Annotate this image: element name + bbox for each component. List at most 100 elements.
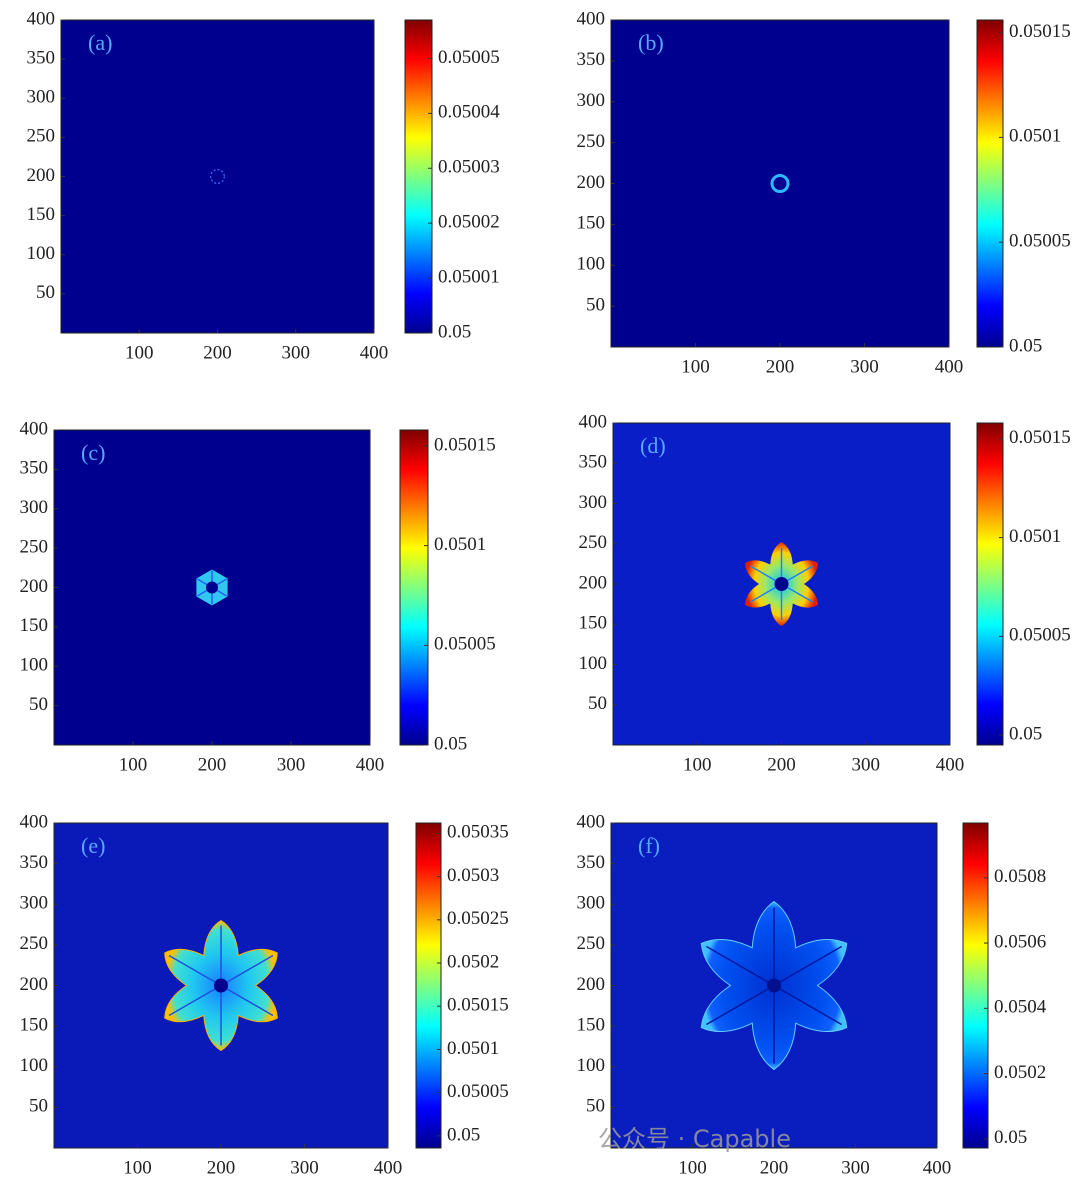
colorbar-tick-label: 0.05002 <box>438 212 500 233</box>
y-tick-label: 100 <box>579 653 608 674</box>
colorbar <box>404 19 433 334</box>
panel-label: (b) <box>638 30 664 55</box>
x-tick-label: 400 <box>356 754 385 775</box>
colorbar-tick-label: 0.05 <box>1009 335 1042 356</box>
colorbar <box>962 822 989 1149</box>
colorbar-tick-label: 0.05 <box>447 1124 480 1145</box>
x-tick-label: 300 <box>282 342 311 363</box>
y-tick-label: 50 <box>29 1096 48 1117</box>
colorbar-tick-label: 0.05 <box>438 321 471 342</box>
colorbar-tick-label: 0.05 <box>434 733 467 754</box>
colorbar-tick-label: 0.0502 <box>447 951 499 972</box>
x-tick-label: 400 <box>360 342 389 363</box>
pattern-core <box>214 978 228 993</box>
x-tick-label: 200 <box>766 356 795 377</box>
panel-label: (e) <box>81 833 105 858</box>
colorbar-tick-label: 0.05015 <box>1009 427 1071 448</box>
colorbar <box>976 19 1004 348</box>
y-tick-label: 400 <box>27 8 56 29</box>
x-tick-label: 100 <box>125 342 154 363</box>
y-tick-label: 150 <box>577 1014 606 1035</box>
pattern <box>210 169 225 184</box>
colorbar-tick-label: 0.05003 <box>438 157 500 178</box>
y-tick-label: 300 <box>579 492 608 513</box>
y-tick-label: 200 <box>20 974 49 995</box>
x-tick-label: 300 <box>841 1157 870 1178</box>
pattern <box>770 174 790 193</box>
colorbar-tick-label: 0.05025 <box>447 908 509 929</box>
y-tick-label: 100 <box>27 243 56 264</box>
y-tick-label: 150 <box>27 204 56 225</box>
heatmap-field <box>61 20 374 333</box>
colorbar-tick-label: 0.05005 <box>1009 625 1071 646</box>
colorbar-tick-label: 0.0501 <box>447 1038 499 1059</box>
y-tick-label: 350 <box>27 47 56 68</box>
x-tick-label: 100 <box>681 356 710 377</box>
x-tick-label: 400 <box>374 1157 403 1178</box>
y-tick-label: 300 <box>20 893 49 914</box>
y-tick-label: 50 <box>588 693 607 714</box>
pattern-core <box>774 577 789 591</box>
y-tick-label: 350 <box>577 49 606 70</box>
heatmap-field <box>611 20 949 347</box>
y-tick-label: 200 <box>20 576 49 597</box>
colorbar-tick-label: 0.05005 <box>1009 231 1071 252</box>
y-tick-label: 100 <box>577 1055 606 1076</box>
y-tick-label: 200 <box>577 172 606 193</box>
colorbar-tick-label: 0.0502 <box>994 1062 1046 1083</box>
panel-label: (c) <box>81 440 105 465</box>
y-tick-label: 350 <box>577 852 606 873</box>
colorbar-tick-label: 0.0508 <box>994 866 1046 887</box>
x-tick-label: 300 <box>852 754 881 775</box>
y-tick-label: 300 <box>27 87 56 108</box>
x-tick-label: 300 <box>277 754 306 775</box>
y-tick-label: 100 <box>577 254 606 275</box>
watermark: 公众号 · Capable <box>598 1125 791 1153</box>
colorbar-tick-label: 0.0506 <box>994 931 1046 952</box>
y-tick-label: 150 <box>579 613 608 634</box>
colorbar <box>399 429 429 746</box>
x-tick-label: 200 <box>767 754 796 775</box>
colorbar-tick-label: 0.0504 <box>994 997 1047 1018</box>
x-tick-label: 200 <box>207 1157 236 1178</box>
panel-label: (a) <box>88 30 112 55</box>
y-tick-label: 350 <box>579 452 608 473</box>
y-tick-label: 400 <box>20 418 49 439</box>
y-tick-label: 250 <box>27 126 56 147</box>
colorbar <box>976 422 1004 746</box>
pattern-core <box>767 978 781 993</box>
y-tick-label: 150 <box>20 615 49 636</box>
colorbar-tick-label: 0.0501 <box>1009 526 1061 547</box>
colorbar-tick-label: 0.05035 <box>447 822 509 843</box>
y-tick-label: 300 <box>577 893 606 914</box>
x-tick-label: 100 <box>123 1157 152 1178</box>
y-tick-label: 200 <box>579 572 608 593</box>
x-tick-label: 400 <box>936 754 965 775</box>
x-tick-label: 200 <box>760 1157 789 1178</box>
colorbar-tick-label: 0.05005 <box>447 1081 509 1102</box>
colorbar <box>415 822 442 1149</box>
y-tick-label: 100 <box>20 1055 49 1076</box>
colorbar-tick-label: 0.0501 <box>434 534 486 555</box>
colorbar-tick-label: 0.05015 <box>434 434 496 455</box>
y-tick-label: 50 <box>586 1096 605 1117</box>
x-tick-label: 100 <box>683 754 712 775</box>
y-tick-label: 350 <box>20 458 49 479</box>
x-tick-label: 400 <box>935 356 964 377</box>
colorbar-tick-label: 0.05 <box>1009 723 1042 744</box>
colorbar-tick-label: 0.0501 <box>1009 126 1061 147</box>
pattern-core <box>206 581 218 594</box>
y-tick-label: 200 <box>577 974 606 995</box>
colorbar-tick-label: 0.05004 <box>438 102 500 123</box>
y-tick-label: 50 <box>29 694 48 715</box>
colorbar-tick-label: 0.0503 <box>447 865 499 886</box>
x-tick-label: 200 <box>203 342 232 363</box>
y-tick-label: 250 <box>579 532 608 553</box>
y-tick-label: 50 <box>36 282 55 303</box>
y-tick-label: 250 <box>577 933 606 954</box>
colorbar-tick-label: 0.05 <box>994 1127 1027 1148</box>
y-tick-label: 200 <box>27 165 56 186</box>
x-tick-label: 400 <box>923 1157 952 1178</box>
x-tick-label: 300 <box>290 1157 319 1178</box>
y-tick-label: 300 <box>577 90 606 111</box>
